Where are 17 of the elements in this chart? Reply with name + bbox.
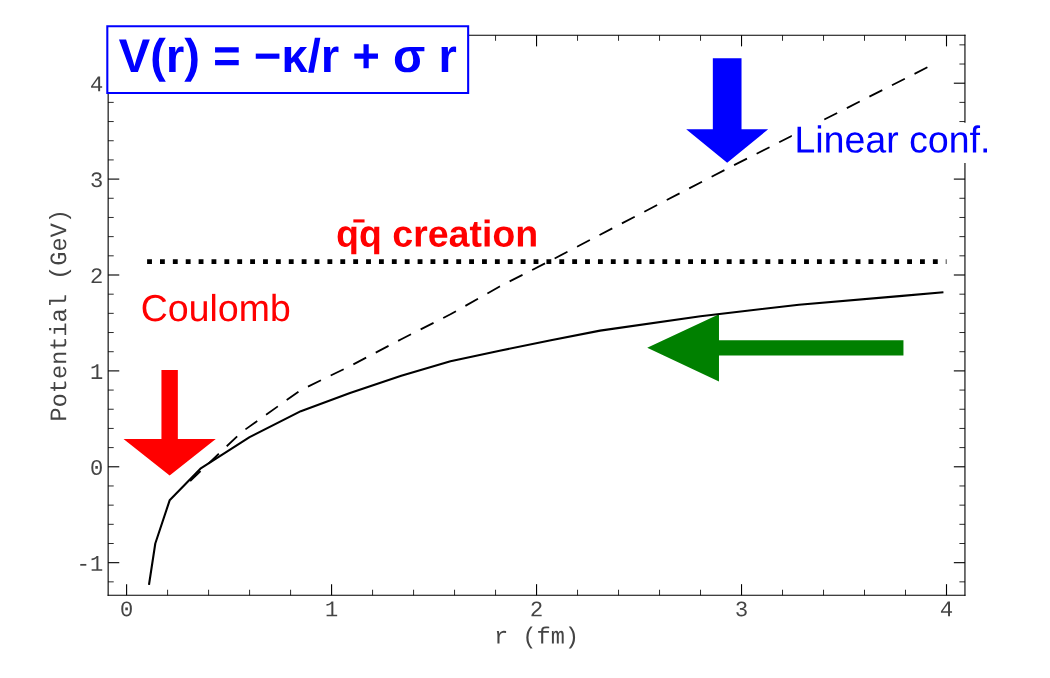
- y-tick-label: 0: [91, 459, 102, 476]
- y-axis-title: Potential (GeV): [49, 212, 72, 420]
- annotation: q̄q creation: [337, 219, 536, 255]
- x-axis-title: r (fm): [496, 626, 576, 649]
- x-tick-label: 2: [531, 601, 542, 617]
- chart-title: V(r) = −κ/r + σ r: [118, 37, 457, 82]
- y-tick-label: 3: [91, 172, 102, 188]
- y-tick-label: 4: [91, 76, 103, 92]
- y-tick-label: 2: [91, 268, 102, 284]
- x-tick-label: 0: [121, 601, 132, 617]
- annotation: Coulomb: [142, 293, 290, 322]
- y-tick-label: -1: [80, 556, 103, 571]
- x-tick-label: 1: [326, 601, 338, 617]
- x-tick-label: 4: [940, 601, 953, 617]
- x-tick-label: 3: [736, 601, 747, 617]
- annotation: Linear conf.: [797, 125, 987, 153]
- y-tick-label: 1: [91, 364, 103, 379]
